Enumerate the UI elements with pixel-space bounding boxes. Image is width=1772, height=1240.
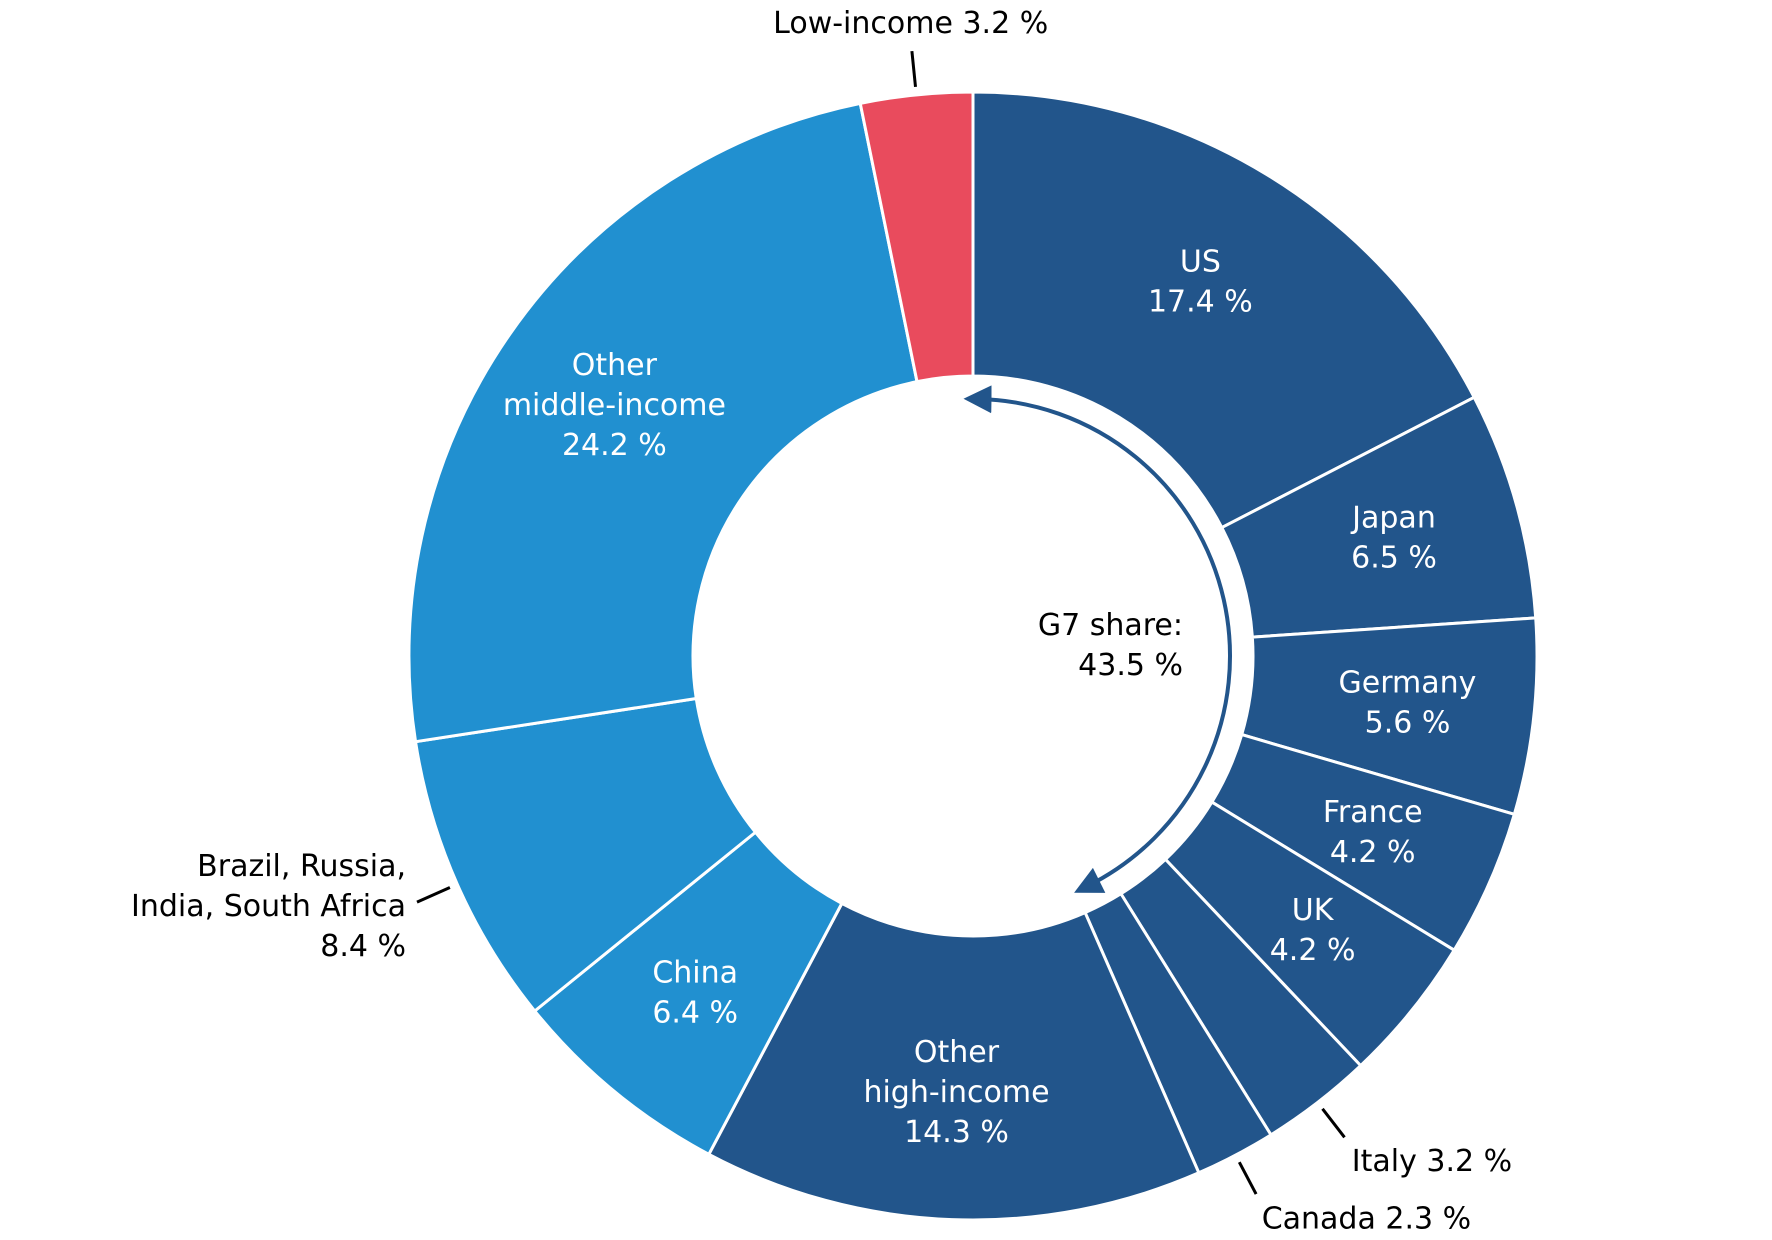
label-us-line: US <box>1180 244 1221 279</box>
label-low-income-3-2: Low-income 3.2 % <box>773 6 1048 41</box>
label-japan: Japan 6.5 % <box>1350 500 1437 575</box>
label-uk: UK 4.2 % <box>1270 893 1356 968</box>
label-low-income-3-2-line: Low-income 3.2 % <box>773 6 1048 41</box>
label-france-line: 4.2 % <box>1330 834 1416 869</box>
label-other-line: Other <box>914 1034 1000 1069</box>
g7-share-arrow <box>963 385 1232 893</box>
label-uk-line: UK <box>1292 893 1335 928</box>
label-japan-line: Japan <box>1350 500 1436 535</box>
label-italy-3-2: Italy 3.2 % <box>1352 1143 1512 1178</box>
slice-other <box>407 101 919 744</box>
label-other-line: 24.2 % <box>562 428 667 463</box>
slice-low-income-3-2 <box>858 90 975 384</box>
leader-italy-3-2 <box>1321 1107 1346 1139</box>
leader-lines <box>416 50 1346 1195</box>
label-brazil-russia-line: Brazil, Russia, <box>197 848 406 883</box>
label-italy-3-2-line: Italy 3.2 % <box>1352 1143 1512 1178</box>
label-germany: Germany 5.6 % <box>1339 665 1477 740</box>
label-us-line: 17.4 % <box>1148 284 1253 319</box>
label-france: France 4.2 % <box>1323 794 1423 869</box>
label-brazil-russia-line: 8.4 % <box>320 928 406 963</box>
donut-slices <box>407 90 1539 1222</box>
label-china: China 6.4 % <box>652 955 738 1030</box>
label-other: Other high-income 14.3 % <box>863 1034 1049 1149</box>
g7-share-label-line: G7 share: <box>1038 608 1183 643</box>
label-germany-line: Germany <box>1339 665 1477 700</box>
label-other-line: high-income <box>863 1074 1049 1109</box>
label-other-line: 14.3 % <box>904 1114 1009 1149</box>
label-canada-2-3-line: Canada 2.3 % <box>1262 1201 1471 1236</box>
label-china-line: China <box>652 955 738 990</box>
slice-brazil-russia <box>414 697 757 1013</box>
label-brazil-russia-line: India, South Africa <box>131 888 406 923</box>
label-france-line: France <box>1323 794 1423 829</box>
leader-brazil-russia <box>416 886 451 904</box>
label-japan-line: 6.5 % <box>1351 540 1437 575</box>
label-brazil-russia: Brazil, Russia, India, South Africa 8.4 % <box>131 848 406 963</box>
g7-share-label-line: 43.5 % <box>1078 648 1183 683</box>
g7-share-label: G7 share: 43.5 % <box>1038 608 1183 683</box>
label-china-line: 6.4 % <box>652 995 738 1030</box>
label-germany-line: 5.6 % <box>1365 705 1451 740</box>
label-other: Other middle-income 24.2 % <box>503 348 726 463</box>
leader-canada-2-3 <box>1237 1161 1258 1195</box>
g7-annotation: G7 share: 43.5 % <box>963 385 1232 893</box>
label-other-line: Other <box>572 348 658 383</box>
label-us: US 17.4 % <box>1148 244 1253 319</box>
label-other-line: middle-income <box>503 388 726 423</box>
leader-low-income-3-2 <box>910 50 917 88</box>
label-uk-line: 4.2 % <box>1270 933 1356 968</box>
slice-labels: US 17.4 % Japan 6.5 % Germany 5.6 % France 4.2 … <box>131 6 1512 1237</box>
label-canada-2-3: Canada 2.3 % <box>1262 1201 1471 1236</box>
slice-other <box>707 901 1201 1222</box>
